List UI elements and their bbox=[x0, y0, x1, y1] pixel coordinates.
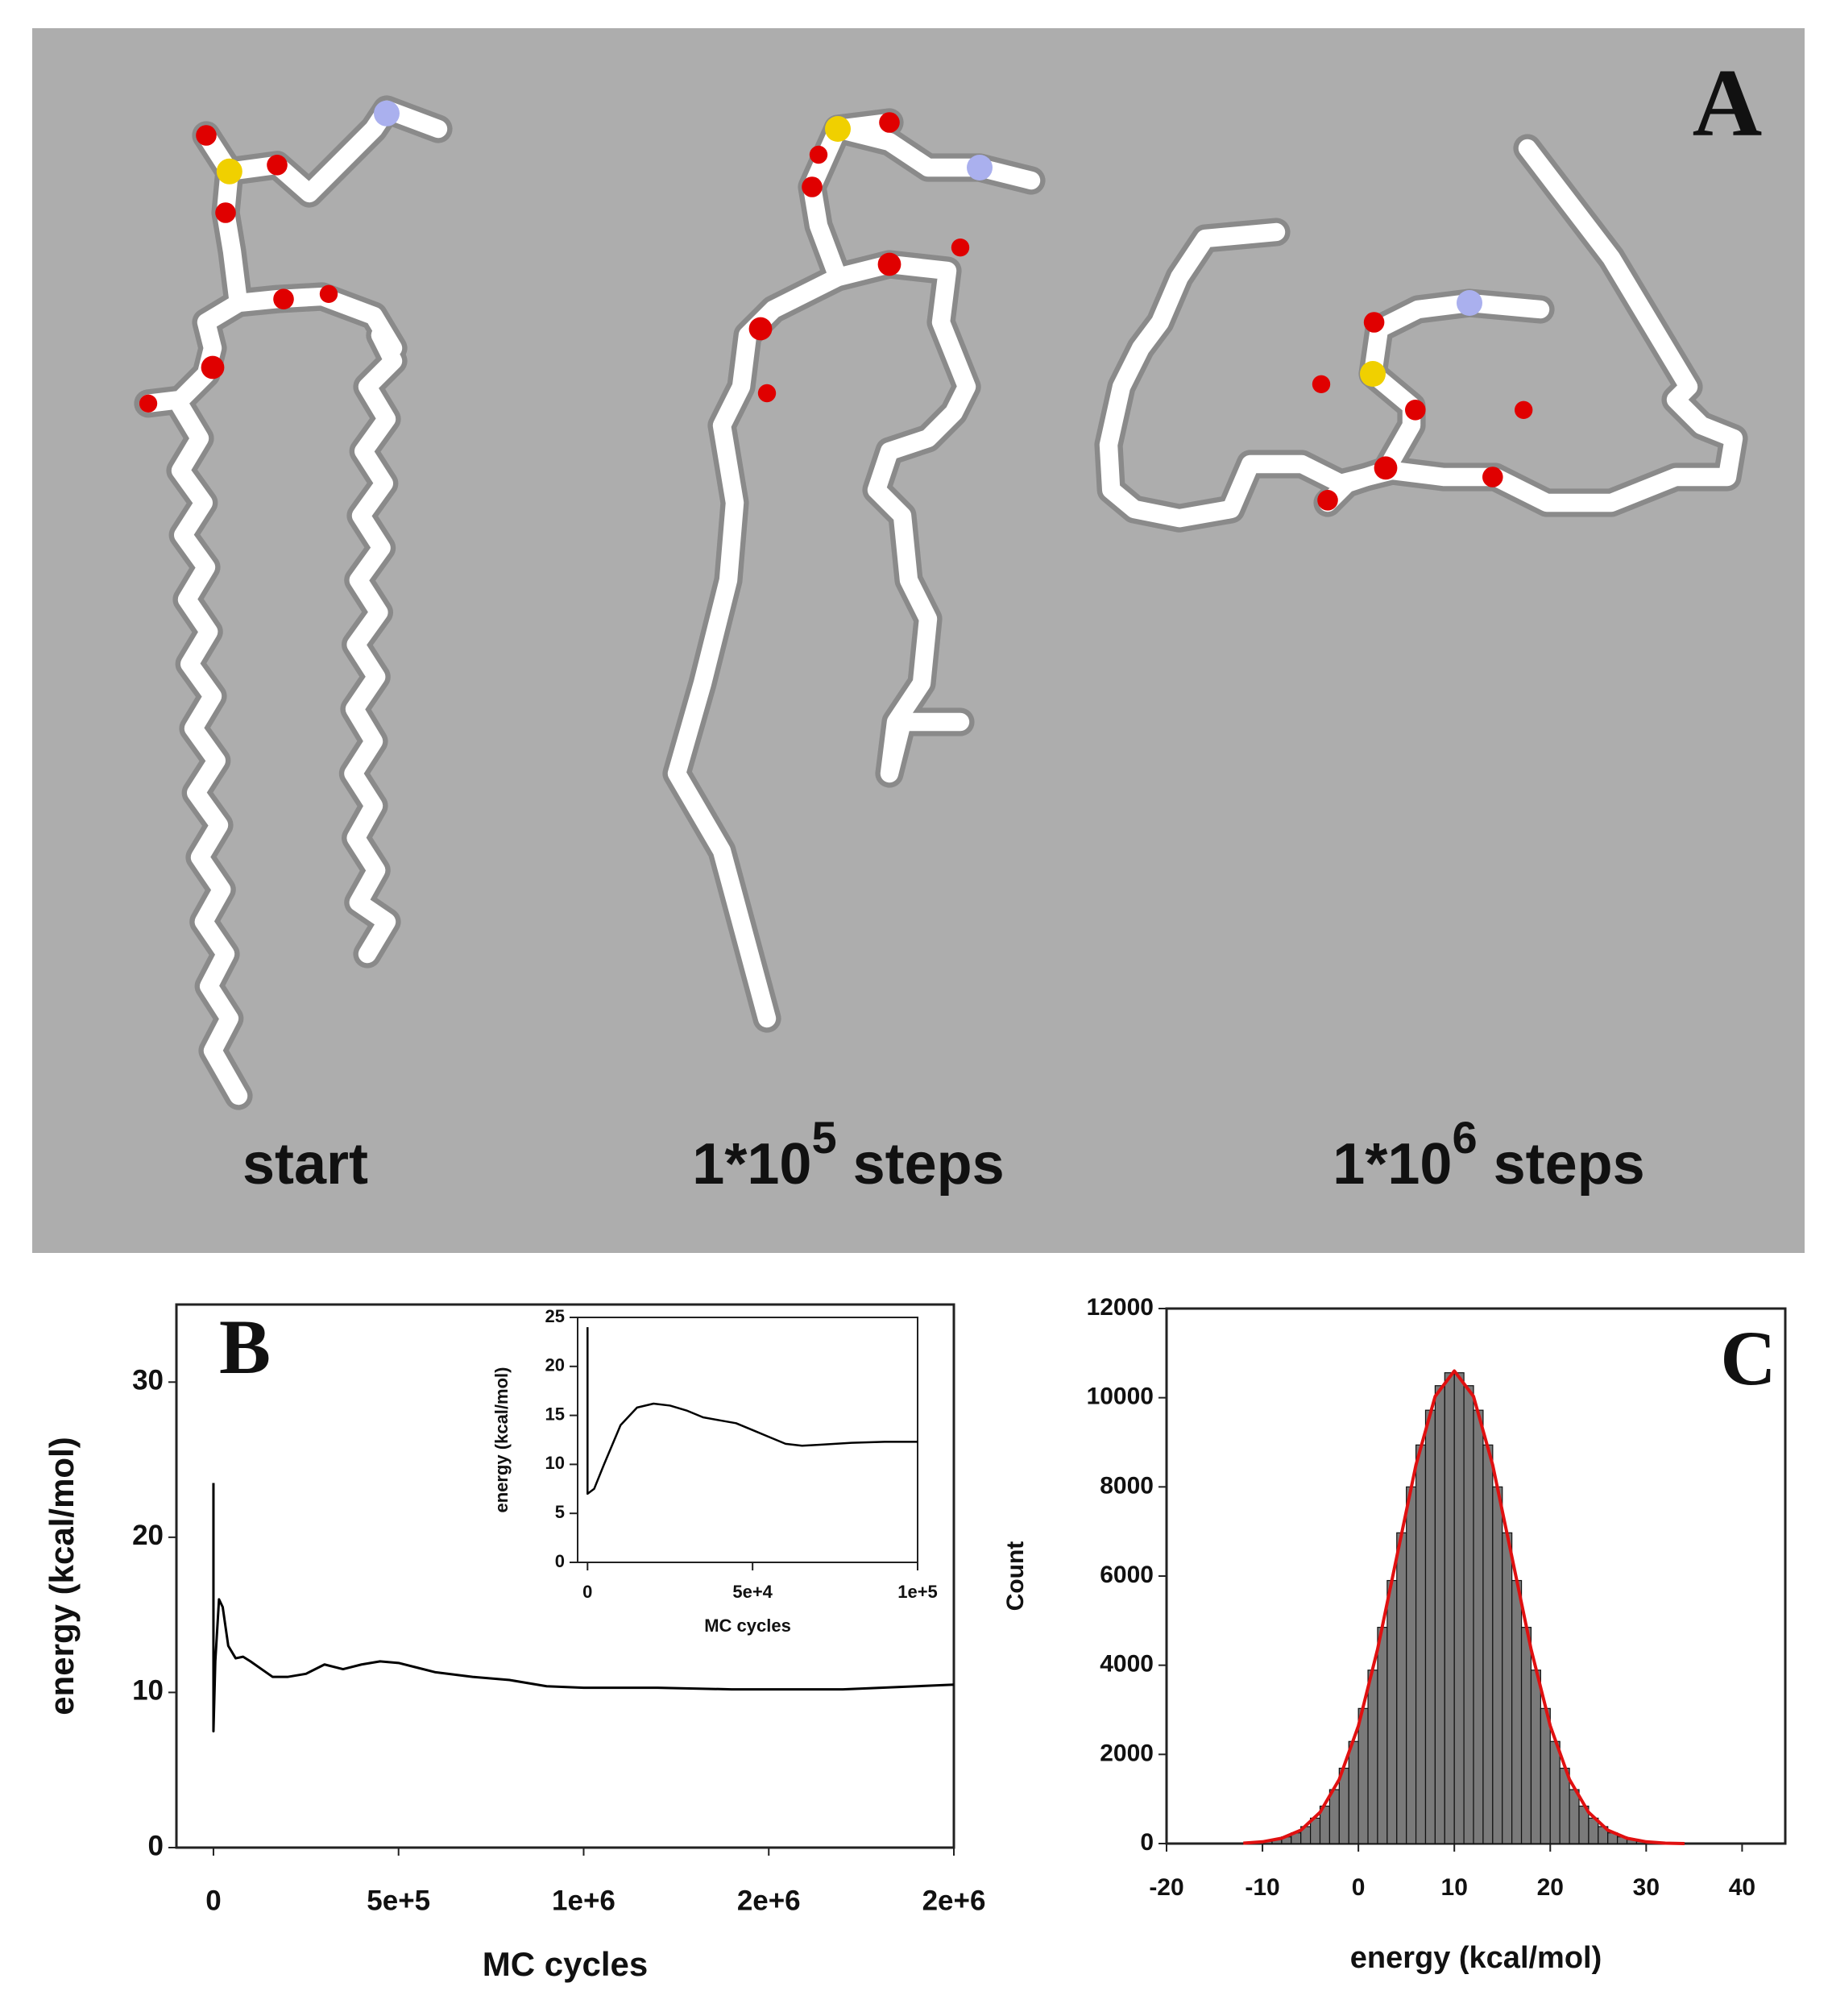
y-tick-label: 20 bbox=[545, 1355, 565, 1375]
histogram-bar bbox=[1415, 1444, 1427, 1844]
chart: 0 2000 4000 6000 8000 10000 12000 -20 -10 0 10 20 30… bbox=[1002, 1294, 1787, 1975]
histogram-bar bbox=[1520, 1627, 1532, 1844]
histogram-bar bbox=[1549, 1740, 1561, 1844]
y-tick-label: 10 bbox=[545, 1453, 565, 1473]
histogram-bar bbox=[1357, 1707, 1369, 1844]
x-axis-label: energy (kcal/mol) bbox=[1350, 1941, 1602, 1975]
y-axis-label: energy (kcal/mol) bbox=[43, 1437, 81, 1715]
histogram-bar bbox=[1396, 1532, 1407, 1844]
histogram-bar bbox=[1482, 1444, 1494, 1844]
histogram-bar bbox=[1473, 1409, 1484, 1844]
x-tick-label: -10 bbox=[1245, 1874, 1279, 1901]
fit-curve bbox=[1243, 1369, 1685, 1845]
y-tick-label: 30 bbox=[132, 1365, 164, 1396]
caption-base: 1*10 bbox=[692, 1132, 811, 1197]
plot-frame bbox=[577, 1317, 918, 1563]
histogram-bar bbox=[1424, 1409, 1436, 1844]
histogram-bar bbox=[1492, 1486, 1503, 1844]
molecule-1e6 bbox=[1094, 134, 1748, 533]
data-line bbox=[586, 1327, 918, 1495]
histogram-bar bbox=[1540, 1707, 1551, 1844]
x-tick-label: 1e+6 bbox=[552, 1885, 616, 1916]
histogram-bar bbox=[1328, 1789, 1340, 1844]
histogram-bar bbox=[1511, 1579, 1523, 1844]
x-tick-label: 5e+4 bbox=[732, 1582, 773, 1602]
y-tick-label: 5 bbox=[555, 1502, 565, 1522]
y-axis-label: energy (kcal/mol) bbox=[491, 1367, 512, 1513]
caption-sup: 6 bbox=[1452, 1112, 1477, 1163]
histogram-bar bbox=[1502, 1532, 1513, 1844]
histogram-bar bbox=[1367, 1670, 1378, 1844]
y-tick-label: 0 bbox=[555, 1551, 565, 1571]
x-tick-label: 0 bbox=[582, 1582, 592, 1602]
x-tick-label: 0 bbox=[205, 1885, 221, 1916]
histogram-bar bbox=[1444, 1372, 1455, 1844]
x-tick-label: 10 bbox=[1441, 1874, 1468, 1901]
x-axis-label: MC cycles bbox=[704, 1616, 791, 1636]
y-tick-label: 6000 bbox=[1100, 1562, 1154, 1588]
chart: 0 5 10 15 20 25 0 5e+4 1e+5 MC cycles energy (kcal… bbox=[491, 1306, 938, 1636]
y-tick-label: 4000 bbox=[1100, 1651, 1154, 1678]
y-tick-label: 8000 bbox=[1100, 1472, 1154, 1499]
y-tick-label: 10 bbox=[132, 1675, 164, 1707]
caption-sup: 5 bbox=[811, 1112, 836, 1163]
y-tick-label: 2000 bbox=[1100, 1740, 1154, 1766]
data-line bbox=[212, 1483, 955, 1733]
y-tick-label: 10000 bbox=[1087, 1383, 1154, 1410]
histogram-bar bbox=[1434, 1385, 1445, 1844]
caption: start bbox=[242, 1132, 368, 1197]
caption: 1*106 steps bbox=[1333, 1112, 1644, 1197]
x-tick-label: 30 bbox=[1633, 1874, 1660, 1901]
caption-base: 1*10 bbox=[1333, 1132, 1452, 1197]
panel-label: C bbox=[1720, 1315, 1776, 1401]
histogram-bar bbox=[1386, 1579, 1398, 1844]
x-tick-label: 5e+5 bbox=[367, 1885, 430, 1916]
histogram-bar bbox=[1348, 1740, 1359, 1844]
x-tick-label: 20 bbox=[1537, 1874, 1564, 1901]
y-tick-label: 0 bbox=[148, 1830, 164, 1861]
y-tick-label: 25 bbox=[545, 1306, 565, 1326]
histogram-bar bbox=[1453, 1372, 1465, 1844]
y-tick-label: 15 bbox=[545, 1404, 565, 1424]
caption: 1*105 steps bbox=[692, 1112, 1004, 1197]
x-tick-label: 2e+6 bbox=[922, 1885, 986, 1916]
histogram-bar bbox=[1569, 1789, 1580, 1844]
molecules bbox=[134, 95, 1748, 1110]
molecule-start bbox=[134, 95, 453, 1110]
caption-rest: steps bbox=[1494, 1132, 1645, 1197]
caption-rest: steps bbox=[853, 1132, 1005, 1197]
histogram-bar bbox=[1406, 1486, 1417, 1844]
y-axis-label: Count bbox=[1002, 1541, 1029, 1612]
y-tick-label: 20 bbox=[132, 1520, 164, 1551]
histogram-bar bbox=[1530, 1670, 1541, 1844]
histogram-bar bbox=[1377, 1627, 1388, 1844]
y-tick-label: 0 bbox=[1140, 1829, 1154, 1856]
x-tick-label: 1e+5 bbox=[897, 1582, 938, 1602]
x-tick-label: 40 bbox=[1729, 1874, 1755, 1901]
histogram-bar bbox=[1463, 1385, 1474, 1844]
molecule-1e5 bbox=[662, 108, 1046, 1033]
x-tick-label: 2e+6 bbox=[737, 1885, 801, 1916]
x-tick-label: -20 bbox=[1149, 1874, 1183, 1901]
panel-label: B bbox=[219, 1304, 271, 1390]
panel-label: A bbox=[1693, 49, 1763, 156]
x-axis-label: MC cycles bbox=[483, 1945, 648, 1983]
x-tick-label: 0 bbox=[1352, 1874, 1366, 1901]
y-tick-label: 12000 bbox=[1087, 1294, 1154, 1321]
